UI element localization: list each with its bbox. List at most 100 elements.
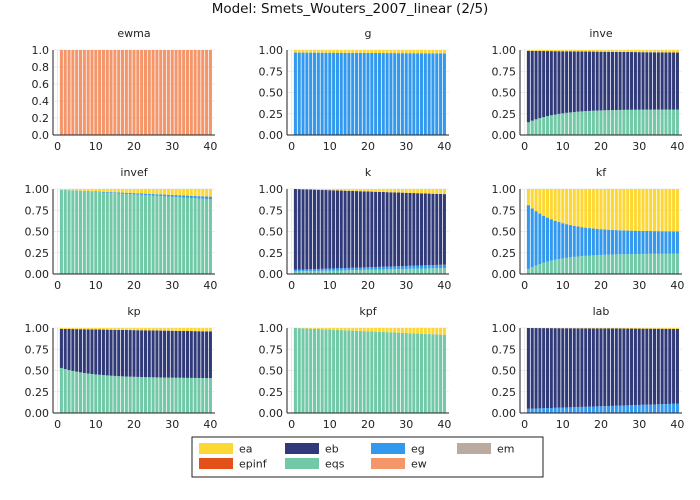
bar-eb bbox=[355, 191, 359, 268]
xtick-label: 30 bbox=[399, 140, 413, 153]
legend-label-em: em bbox=[497, 443, 514, 456]
bar-ea bbox=[408, 328, 412, 334]
bar-eqs bbox=[136, 376, 140, 413]
bar-ea bbox=[143, 328, 147, 331]
bar-eg bbox=[572, 407, 576, 413]
bar-eg bbox=[335, 52, 339, 135]
bar-eg bbox=[347, 267, 351, 271]
ytick-label: 0.2 bbox=[32, 112, 50, 125]
xtick-label: 30 bbox=[399, 279, 413, 292]
bar-eb bbox=[580, 328, 584, 407]
bar-eqs bbox=[435, 334, 439, 413]
bar-eb bbox=[193, 331, 197, 378]
bar-eb bbox=[645, 52, 649, 110]
bar-eqs bbox=[568, 257, 572, 274]
bar-eqs bbox=[78, 191, 83, 274]
bar-eqs bbox=[189, 198, 193, 274]
bar-eqs bbox=[113, 375, 117, 413]
bar-eqs bbox=[312, 328, 317, 413]
bar-eg bbox=[618, 405, 622, 413]
bar-ea bbox=[641, 328, 645, 329]
bar-ea bbox=[128, 328, 132, 331]
bar-eqs bbox=[530, 267, 534, 274]
bar-eqs bbox=[197, 198, 201, 274]
bar-ew bbox=[140, 50, 144, 135]
bar-eg bbox=[140, 193, 144, 195]
bar-eg bbox=[614, 405, 618, 413]
panel-grid: 0.00.20.40.60.81.00 10 20 30 40ewma0.000.250… bbox=[25, 27, 685, 431]
bar-eqs bbox=[412, 333, 416, 413]
bar-ea bbox=[328, 50, 332, 53]
bar-ea bbox=[155, 189, 159, 195]
bar-ea bbox=[189, 189, 193, 196]
bar-eqs bbox=[147, 377, 151, 413]
bar-ea bbox=[439, 328, 443, 335]
bar-eqs bbox=[664, 253, 668, 274]
legend-label-eb: eb bbox=[325, 443, 339, 456]
bar-eg bbox=[668, 403, 672, 413]
bar-eg bbox=[664, 231, 668, 254]
bar-eqs bbox=[664, 109, 668, 135]
ytick-label: 0.00 bbox=[492, 129, 517, 142]
bar-ea bbox=[408, 50, 412, 54]
bar-eqs bbox=[385, 269, 389, 274]
bar-eb bbox=[607, 51, 611, 111]
bar-ea bbox=[370, 50, 374, 53]
bar-ea bbox=[385, 50, 389, 54]
bar-eqs bbox=[98, 374, 102, 413]
bar-eg bbox=[128, 192, 132, 195]
xtick-label: 20 bbox=[361, 140, 375, 153]
ytick-label: 1.00 bbox=[25, 183, 50, 196]
bar-eb bbox=[370, 191, 374, 268]
bar-eb bbox=[633, 328, 637, 406]
bar-eg bbox=[312, 52, 317, 135]
ytick-label: 1.00 bbox=[259, 322, 284, 335]
bar-ew bbox=[182, 50, 186, 135]
bar-ea bbox=[101, 328, 105, 330]
bar-ea bbox=[320, 328, 324, 330]
bar-eqs bbox=[86, 191, 90, 274]
bar-eb bbox=[572, 328, 576, 408]
bar-eg bbox=[320, 268, 324, 271]
bar-eg bbox=[178, 195, 182, 198]
ytick-label: 1.00 bbox=[492, 44, 517, 57]
bar-ea bbox=[412, 328, 416, 334]
bar-eb bbox=[633, 52, 637, 110]
bar-eg bbox=[109, 192, 113, 193]
bar-eqs bbox=[75, 190, 79, 274]
bar-eg bbox=[427, 265, 431, 269]
bar-ea bbox=[124, 328, 128, 330]
bar-eg bbox=[427, 53, 431, 135]
bar-ea bbox=[324, 328, 328, 330]
bar-ea bbox=[404, 328, 408, 334]
bar-ew bbox=[59, 50, 63, 135]
bar-ea bbox=[400, 189, 404, 193]
xtick-label: 0 bbox=[54, 418, 61, 431]
bar-ea bbox=[580, 189, 584, 228]
panel-title: kpf bbox=[359, 305, 377, 318]
bar-ea bbox=[588, 189, 592, 229]
bar-eb bbox=[576, 328, 580, 408]
bar-eg bbox=[603, 406, 607, 413]
ytick-label: 0.50 bbox=[25, 226, 50, 239]
legend-label-ea: ea bbox=[239, 443, 253, 456]
bar-eb bbox=[98, 329, 102, 375]
bar-ea bbox=[427, 189, 431, 194]
bar-ew bbox=[63, 50, 67, 135]
bar-eqs bbox=[599, 254, 603, 274]
bar-ew bbox=[159, 50, 163, 135]
bar-ea bbox=[113, 328, 117, 330]
bar-eqs bbox=[124, 376, 128, 413]
bar-ea bbox=[78, 189, 83, 191]
bar-eb bbox=[132, 330, 136, 377]
bar-ea bbox=[159, 189, 163, 195]
bar-eb bbox=[408, 192, 412, 266]
bar-eg bbox=[649, 404, 653, 413]
bar-eg bbox=[526, 408, 530, 413]
bar-eg bbox=[332, 52, 336, 136]
bar-ea bbox=[645, 189, 649, 232]
bar-eg bbox=[393, 53, 397, 135]
bar-eg bbox=[618, 230, 622, 255]
bar-eqs bbox=[67, 190, 71, 274]
bar-eqs bbox=[561, 113, 565, 135]
